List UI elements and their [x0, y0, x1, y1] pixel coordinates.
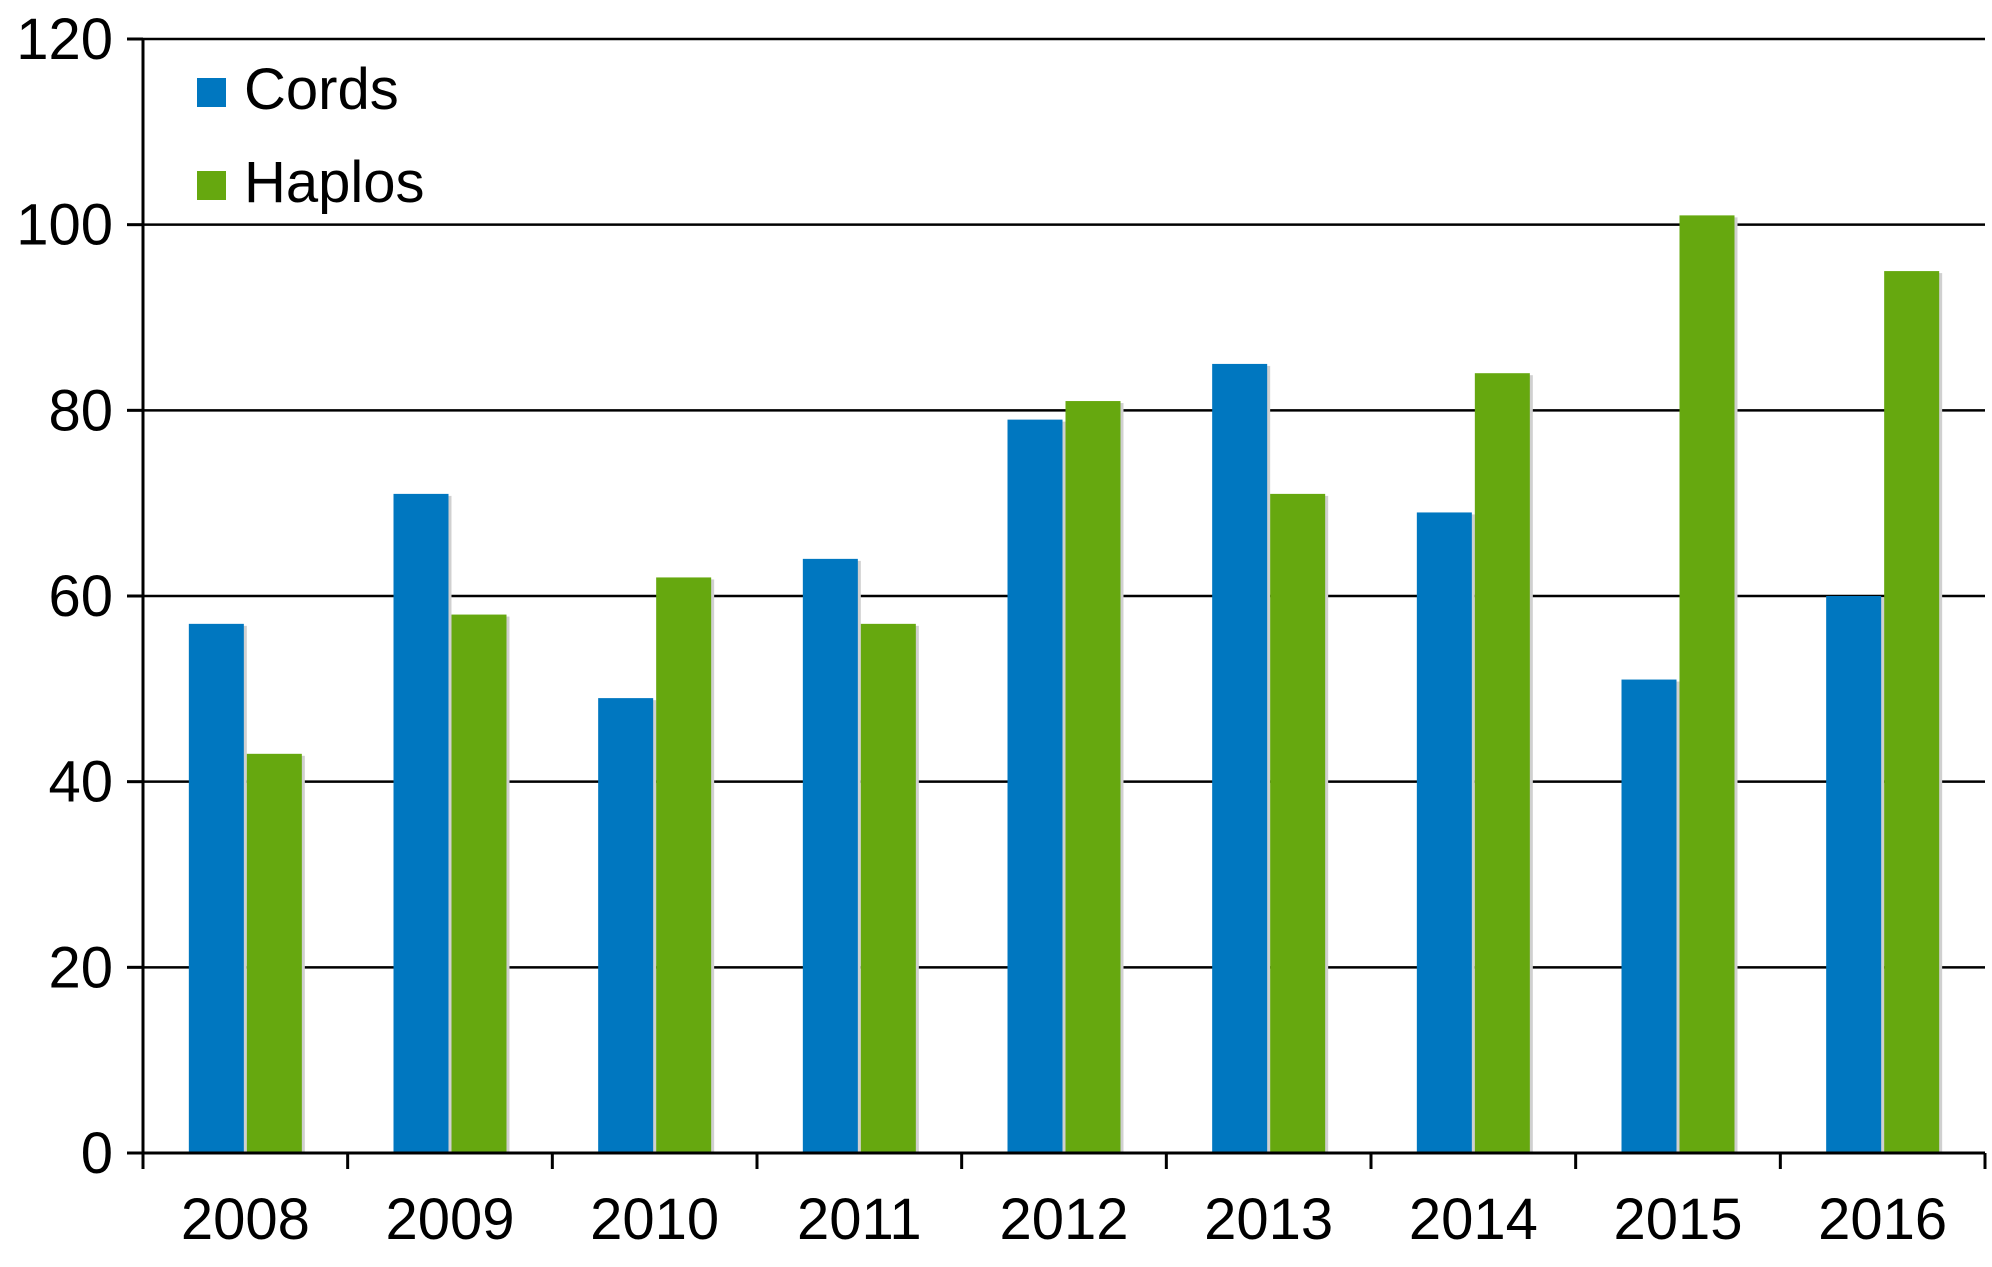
- bar-cords-2014: [1416, 512, 1472, 1153]
- y-tick-labels: 0 20 40 60 80 100 120: [16, 7, 113, 1186]
- bar-cords-2016: [1826, 596, 1882, 1153]
- bar-cords-2010: [598, 698, 654, 1153]
- x-tick-label: 2013: [1204, 1187, 1333, 1252]
- bar-cords-2009: [393, 493, 449, 1154]
- legend-swatch-cords: [197, 78, 226, 107]
- bar-haplos-2009: [451, 614, 507, 1153]
- y-tick-label: 20: [48, 935, 113, 1000]
- bar-haplos-2015: [1679, 215, 1735, 1154]
- bar-cords-2011: [802, 558, 858, 1153]
- bar-haplos-2012: [1065, 401, 1121, 1153]
- bar-haplos-2011: [860, 623, 916, 1153]
- y-tick-label: 60: [48, 564, 113, 629]
- y-tick-label: 120: [16, 7, 113, 72]
- x-tick-label: 2014: [1409, 1187, 1538, 1252]
- bar-haplos-2010: [656, 577, 712, 1153]
- legend-swatch-haplos: [197, 171, 226, 200]
- y-tick-label: 0: [81, 1121, 113, 1186]
- x-tick-label: 2011: [797, 1187, 922, 1252]
- bar-cords-2013: [1212, 363, 1268, 1154]
- x-tick-label: 2012: [999, 1187, 1128, 1252]
- bar-haplos-2014: [1474, 373, 1530, 1153]
- legend-label-cords: Cords: [244, 57, 399, 122]
- x-tick-label: 2009: [385, 1187, 514, 1252]
- x-tick-label: 2016: [1818, 1187, 1947, 1252]
- y-tick-label: 100: [16, 193, 113, 258]
- bar-haplos-2016: [1884, 271, 1940, 1153]
- legend: Cords Haplos: [197, 57, 425, 215]
- x-tick-label: 2010: [590, 1187, 719, 1252]
- bar-cords-2012: [1007, 419, 1063, 1153]
- bar-haplos-2013: [1270, 493, 1326, 1154]
- axes: [127, 37, 1987, 1169]
- x-tick-label: 2008: [181, 1187, 310, 1252]
- legend-label-haplos: Haplos: [244, 150, 425, 215]
- y-tick-label: 80: [48, 378, 113, 443]
- bar-haplos-2008: [246, 753, 302, 1153]
- y-tick-label: 40: [48, 750, 113, 815]
- x-tick-labels: 2008 2009 2010 2011 2012 2013 2014 2015 2016: [181, 1187, 1947, 1252]
- bar-cords-2008: [188, 623, 244, 1153]
- bar-cords-2015: [1621, 679, 1677, 1153]
- bars: [188, 215, 1943, 1154]
- x-tick-label: 2015: [1613, 1187, 1742, 1252]
